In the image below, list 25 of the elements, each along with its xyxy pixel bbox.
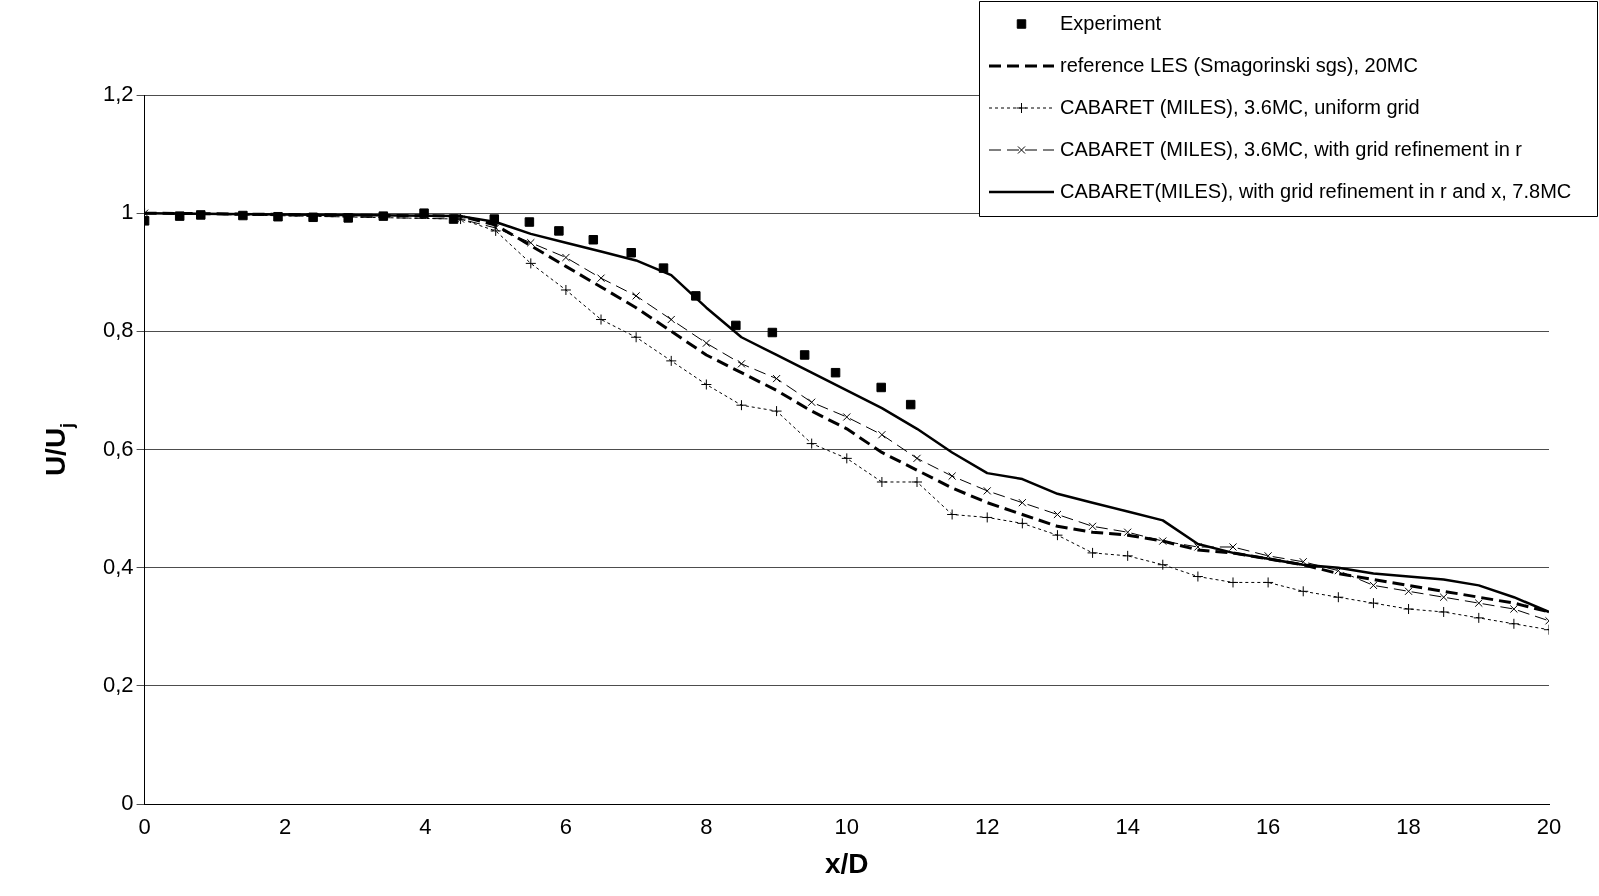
y-tick-label: 0,4 xyxy=(102,553,134,579)
x-tick-label: 16 xyxy=(1255,814,1281,840)
y-axis-title: U/Uj xyxy=(40,422,77,477)
x-axis-title: x/D xyxy=(825,847,869,879)
x-tick-label: 20 xyxy=(1536,814,1562,840)
x-tick-label: 12 xyxy=(974,814,1000,840)
legend-label: CABARET (MILES), 3.6MC, uniform grid xyxy=(1060,95,1420,118)
x-tick-label: 6 xyxy=(559,814,573,840)
y-tick-label: 0,2 xyxy=(102,671,134,697)
y-tick-label: 0,8 xyxy=(102,317,134,343)
x-tick-label: 18 xyxy=(1396,814,1421,840)
legend-label: CABARET (MILES), 3.6MC, with grid refinement in r xyxy=(1060,137,1523,160)
legend-label: reference LES (Smagorinski sgs), 20MC xyxy=(1060,53,1418,76)
y-tick-label: 1,2 xyxy=(102,81,134,107)
x-tick-label: 14 xyxy=(1115,814,1140,840)
y-tick-label: 1 xyxy=(121,199,134,225)
y-tick-label: 0 xyxy=(121,790,134,816)
x-tick-label: 2 xyxy=(278,814,292,840)
x-tick-label: 8 xyxy=(700,814,713,840)
y-tick-label: 0,6 xyxy=(102,435,134,461)
x-tick-label: 10 xyxy=(834,814,860,840)
legend-label: Experiment xyxy=(1060,11,1162,34)
x-tick-label: 4 xyxy=(419,814,432,840)
legend-label: CABARET(MILES), with grid refinement in r and x, 7.8MC xyxy=(1060,179,1572,202)
x-tick-label: 0 xyxy=(138,814,151,840)
